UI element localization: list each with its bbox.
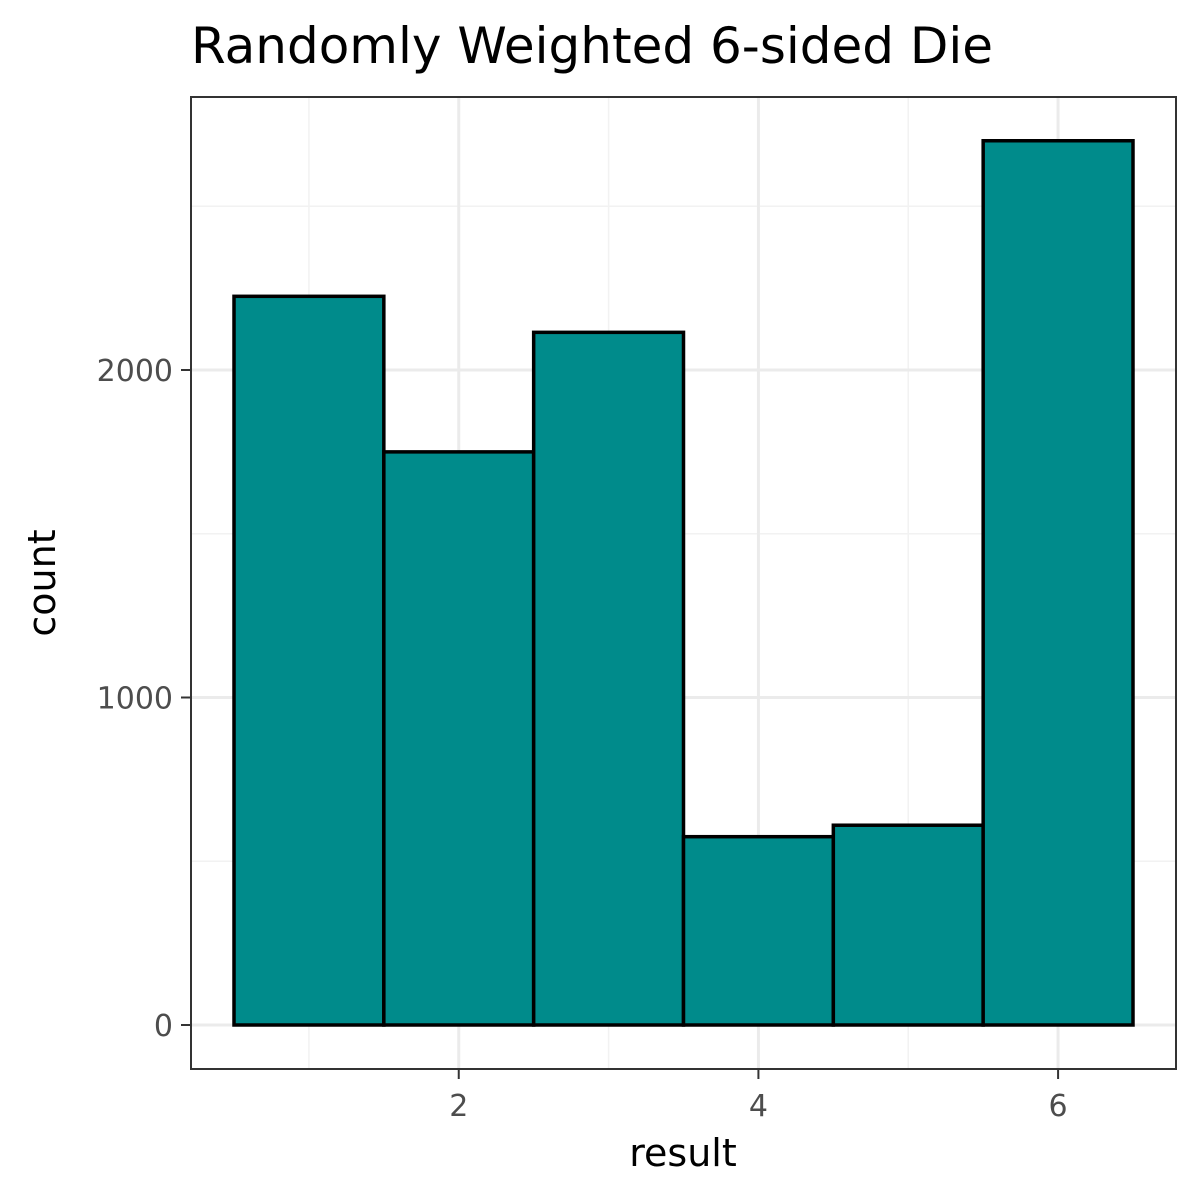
y-axis: 0 1000 2000: [97, 354, 191, 1044]
plot-panel-border: [190, 96, 1177, 1070]
bar-result-1: [232, 294, 386, 1027]
x-axis: 2 4 6: [449, 1069, 1068, 1124]
y-axis-label: count: [20, 529, 64, 636]
bar-result-5: [831, 823, 985, 1027]
x-tick-label: 2: [449, 1089, 468, 1124]
x-axis-label: result: [629, 1131, 737, 1175]
bar-result-6: [981, 139, 1135, 1027]
x-tick-label: 6: [1049, 1089, 1068, 1124]
x-tick-label: 4: [749, 1089, 768, 1124]
bar-result-4: [681, 834, 836, 1027]
y-tick-label: 1000: [97, 682, 173, 717]
y-tick-label: 0: [154, 1009, 173, 1044]
chart-title: Randomly Weighted 6-sided Die: [191, 17, 993, 75]
bars-group: [232, 139, 1135, 1027]
bar-result-3: [531, 330, 686, 1027]
y-tick-label: 2000: [97, 354, 173, 389]
bar-result-2: [382, 450, 536, 1027]
